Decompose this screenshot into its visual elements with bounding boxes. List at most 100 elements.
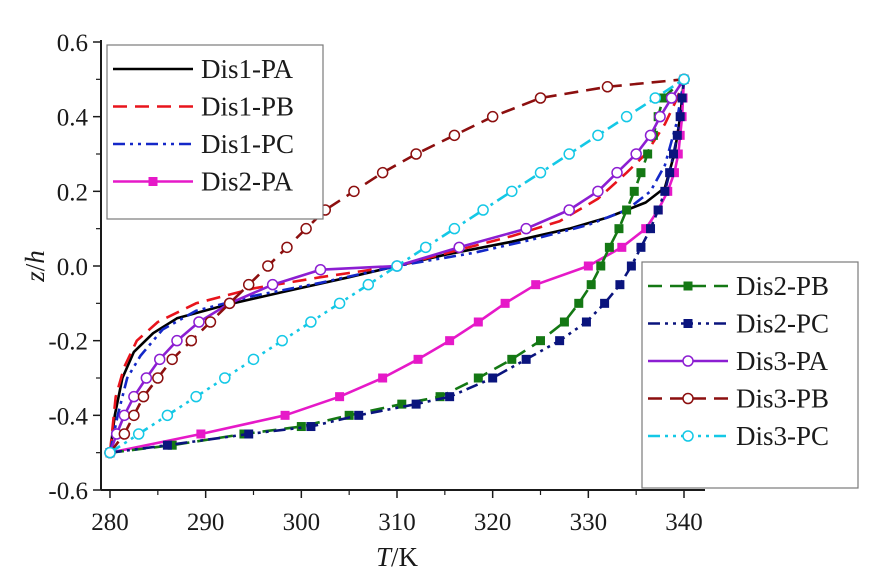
data-point-dis3-pb xyxy=(118,428,131,440)
x-tick-label: 320 xyxy=(474,509,512,536)
data-point-dis3-pc xyxy=(563,148,575,160)
data-point-dis2-pc xyxy=(488,373,498,383)
legend-label: Dis3-PC xyxy=(736,421,829,451)
legend-label: Dis2-PB xyxy=(736,271,829,301)
data-point-dis3-pb xyxy=(486,110,499,123)
y-tick-label: -0.2 xyxy=(48,329,88,356)
data-point-dis3-pc xyxy=(276,334,288,347)
data-point-dis3-pc xyxy=(419,241,432,254)
data-point-dis2-pa xyxy=(473,317,483,327)
data-point-dis2-pc xyxy=(653,205,663,215)
data-point-dis3-pc xyxy=(362,278,375,291)
series-layer xyxy=(104,73,690,459)
y-axis-title: z/h xyxy=(20,250,50,283)
data-point-dis3-pb xyxy=(137,390,150,403)
data-point-dis2-pb xyxy=(629,186,639,196)
x-tick-label: 300 xyxy=(283,509,321,536)
legend-marker xyxy=(682,392,694,405)
data-point-dis3-pa xyxy=(118,409,131,422)
data-point-dis2-pa xyxy=(641,224,651,234)
data-point-dis2-pa xyxy=(413,354,423,364)
data-point-dis2-pc xyxy=(615,280,625,290)
legend-entry-dis1-pb: Dis1-PB xyxy=(113,92,294,122)
series-dis3-pa xyxy=(104,73,690,459)
data-point-dis3-pa xyxy=(611,166,623,179)
legend-marker xyxy=(682,430,694,442)
data-point-dis3-pa xyxy=(266,278,279,291)
data-point-dis3-pb xyxy=(376,166,389,179)
data-point-dis2-pc xyxy=(675,112,685,122)
legend-marker xyxy=(683,319,693,328)
data-point-dis2-pb xyxy=(622,205,632,215)
legend-box xyxy=(106,44,324,220)
data-point-dis2-pc xyxy=(626,261,636,271)
data-point-dis2-pb xyxy=(397,399,407,409)
data-point-dis3-pa xyxy=(314,263,327,276)
data-point-dis2-pb xyxy=(636,168,646,178)
data-point-dis3-pb xyxy=(128,409,140,422)
data-point-dis3-pa xyxy=(665,92,678,104)
data-point-dis3-pc xyxy=(477,204,489,216)
data-point-dis2-pc xyxy=(244,429,254,439)
data-point-dis2-pa xyxy=(583,261,593,271)
data-point-dis2-pc xyxy=(672,130,682,140)
data-point-dis2-pc xyxy=(646,224,656,234)
series-dis3-pc xyxy=(104,73,690,459)
legend-label: Dis1-PC xyxy=(201,129,294,159)
x-tick-label: 290 xyxy=(187,509,225,536)
data-point-dis3-pb xyxy=(166,353,178,366)
data-point-dis2-pb xyxy=(559,317,569,327)
legend-entry-dis3-pb: Dis3-PB xyxy=(648,384,829,414)
data-point-dis2-pb xyxy=(574,298,584,308)
data-point-dis2-pa xyxy=(335,392,345,402)
data-point-dis2-pb xyxy=(167,440,177,450)
data-point-dis2-pa xyxy=(531,280,541,290)
data-point-dis3-pc xyxy=(333,297,346,310)
data-point-dis2-pa xyxy=(669,168,679,178)
data-point-dis2-pb xyxy=(604,242,614,252)
x-tick-label: 280 xyxy=(91,509,129,536)
series-line-dis3-pa xyxy=(108,78,686,454)
x-axis-title: T/K xyxy=(376,542,419,572)
legend-entry-dis3-pc: Dis3-PC xyxy=(648,421,829,451)
data-point-dis3-pa xyxy=(563,204,575,216)
data-point-dis2-pc xyxy=(162,440,172,450)
y-tick-label: 0.2 xyxy=(57,179,88,206)
data-point-dis3-pc xyxy=(305,316,317,328)
data-point-dis2-pc xyxy=(660,186,670,196)
data-point-dis3-pc xyxy=(649,92,662,104)
legend-label: Dis1-PA xyxy=(201,54,294,84)
data-point-dis3-pa xyxy=(644,129,657,142)
data-point-dis2-pc xyxy=(354,410,364,420)
data-point-dis3-pb xyxy=(204,316,217,328)
x-tick-label: 330 xyxy=(570,509,608,536)
data-point-dis2-pa xyxy=(196,429,206,439)
data-point-dis3-pa xyxy=(453,241,465,254)
data-point-dis3-pb xyxy=(348,185,360,198)
series-line-dis3-pb xyxy=(108,78,685,454)
data-point-dis3-pa xyxy=(654,110,666,123)
x-tick-label: 340 xyxy=(665,509,703,536)
data-point-dis3-pb xyxy=(223,297,236,310)
data-point-dis3-pa xyxy=(153,353,166,366)
data-point-dis3-pa xyxy=(193,316,205,328)
data-point-dis3-pc xyxy=(391,260,403,272)
data-point-dis2-pc xyxy=(521,354,531,364)
data-point-dis3-pa xyxy=(520,222,532,235)
data-point-dis3-pb xyxy=(410,148,422,160)
data-point-dis3-pb xyxy=(185,334,198,347)
legend-entry-dis2-pb: Dis2-PB xyxy=(648,271,829,301)
data-point-dis3-pc xyxy=(104,446,116,459)
series-line-dis3-pc xyxy=(109,78,685,454)
legend-entry-dis2-pa: Dis2-PA xyxy=(113,167,294,197)
data-point-dis3-pc xyxy=(534,166,547,179)
data-point-dis2-pc xyxy=(668,149,678,159)
data-point-dis3-pb xyxy=(448,129,461,142)
legend-bottom-right: Dis2-PB Dis2-PC Dis3-PA Dis3-PB Dis3-PC xyxy=(641,261,859,489)
data-point-dis3-pc xyxy=(190,390,202,403)
data-point-dis3-pb xyxy=(242,278,255,291)
legend-entry-dis1-pa: Dis1-PA xyxy=(113,54,294,84)
legend-entry-dis3-pa: Dis3-PA xyxy=(648,346,829,376)
data-point-dis2-pc xyxy=(581,317,591,327)
data-point-dis3-pb xyxy=(601,81,614,93)
